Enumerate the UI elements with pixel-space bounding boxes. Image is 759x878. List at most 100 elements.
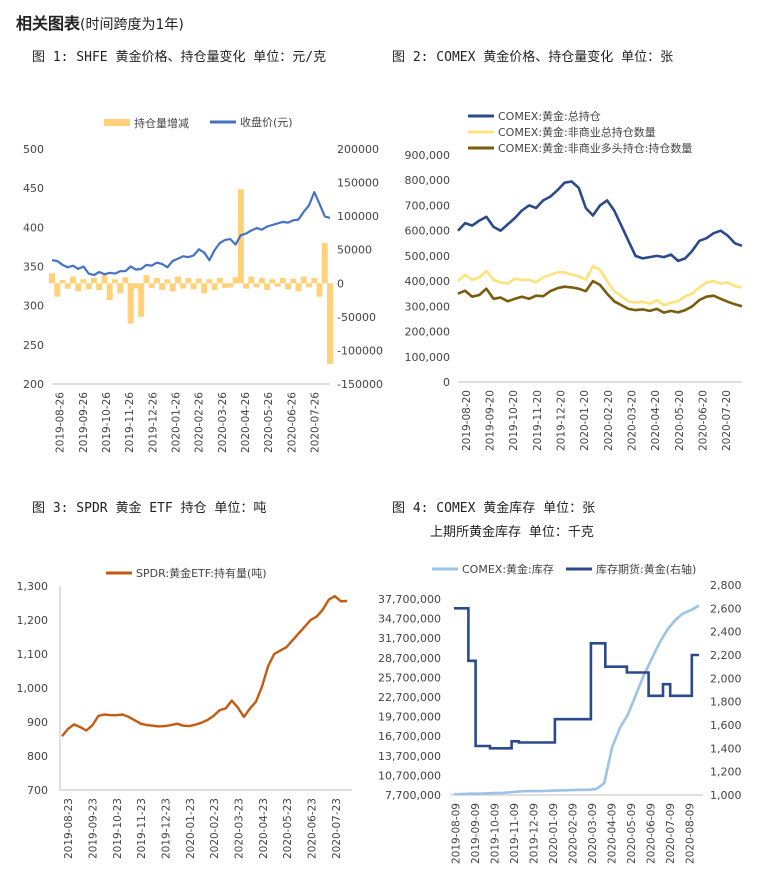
chart1-oi-bar bbox=[321, 243, 328, 284]
chart1-oi-bar bbox=[316, 283, 323, 297]
chart2-x-label: 2020-03-20 bbox=[627, 390, 639, 451]
chart1-x-label: 2020-06-26 bbox=[286, 392, 298, 453]
chart1-oi-bar bbox=[169, 283, 176, 292]
chart4-right-tick: 1,600 bbox=[710, 719, 742, 732]
chart3-x-label: 2020-03-23 bbox=[234, 798, 246, 859]
chart2-y-tick: 300,000 bbox=[405, 300, 451, 313]
chart2-x-label: 2019-08-20 bbox=[461, 390, 473, 451]
chart2-x-label: 2020-06-20 bbox=[698, 390, 710, 451]
chart1-oi-bar bbox=[59, 279, 66, 284]
chart4-left-tick: 10,700,000 bbox=[378, 769, 441, 782]
chart1-x-label: 2019-10-26 bbox=[101, 392, 113, 453]
section-title: 相关图表 bbox=[16, 14, 81, 33]
chart4-right-tick: 2,400 bbox=[710, 626, 742, 639]
chart4-x-label: 2020-02-09 bbox=[568, 803, 580, 864]
chart3-y-tick: 1,100 bbox=[17, 648, 49, 661]
chart3-y-tick: 1,000 bbox=[17, 682, 49, 695]
chart1-oi-bar bbox=[222, 283, 229, 288]
chart1-oi-bar bbox=[295, 283, 302, 292]
chart1-legend-price-label: 收盘价(元) bbox=[240, 115, 293, 129]
chart4-x-label: 2020-01-09 bbox=[548, 803, 560, 864]
chart1-oi-bar bbox=[253, 283, 260, 288]
chart1-oi-bar bbox=[64, 283, 71, 289]
chart1-oi-bar bbox=[269, 279, 276, 284]
chart1-oi-bar bbox=[49, 273, 55, 284]
chart1-right-tick: -100000 bbox=[337, 344, 383, 357]
chart1-x-label: 2020-02-26 bbox=[194, 392, 206, 453]
chart1-right-tick: 200000 bbox=[337, 143, 379, 156]
chart1-x-label: 2020-01-26 bbox=[170, 392, 182, 453]
chart3-caption: 图 3: SPDR 黄金 ETF 持仓 单位：吨 bbox=[32, 501, 267, 516]
chart4-x-label: 2020-03-09 bbox=[587, 803, 599, 864]
chart2-x-label: 2019-11-20 bbox=[532, 390, 544, 451]
chart2-y-tick: 0 bbox=[443, 376, 450, 389]
chart3-series-line bbox=[61, 595, 348, 738]
chart4-right-tick: 1,800 bbox=[710, 696, 742, 709]
chart4-x-label: 2020-08-09 bbox=[684, 803, 696, 864]
chart3-y-tick: 1,300 bbox=[17, 580, 49, 593]
chart4-x-label: 2019-12-09 bbox=[529, 803, 541, 864]
chart4-caption-sub: 上期所黄金库存 单位：千克 bbox=[430, 525, 594, 540]
chart3-x-label: 2020-01-23 bbox=[185, 798, 197, 859]
chart2-x-label: 2020-07-20 bbox=[721, 390, 733, 451]
chart2-y-tick: 700,000 bbox=[405, 199, 451, 212]
chart2-legend-label: COMEX:黄金:非商业多头持仓:持仓数量 bbox=[498, 141, 692, 155]
chart1-oi-bar bbox=[132, 283, 139, 289]
chart3-legend-label: SPDR:黄金ETF:持有量(吨) bbox=[136, 566, 267, 580]
chart1-oi-bar bbox=[232, 277, 239, 284]
chart1-oi-bar bbox=[190, 283, 197, 290]
chart1-legend-oi-swatch bbox=[104, 119, 130, 126]
chart4-x-label: 2020-06-09 bbox=[645, 803, 657, 864]
chart1-oi-bar bbox=[327, 283, 333, 364]
chart4-left-tick: 37,700,000 bbox=[378, 593, 441, 606]
chart1-oi-bar bbox=[206, 279, 213, 284]
chart1-right-tick: 150000 bbox=[337, 177, 379, 190]
chart1-oi-bar bbox=[264, 283, 271, 290]
chart3-x-label: 2020-07-23 bbox=[331, 798, 343, 859]
chart2-y-tick: 600,000 bbox=[405, 225, 451, 238]
chart2-x-label: 2019-09-20 bbox=[485, 390, 497, 451]
chart1-x-label: 2020-05-26 bbox=[263, 392, 275, 453]
chart3-y-tick: 800 bbox=[27, 750, 48, 763]
chart1-oi-bar bbox=[185, 277, 192, 284]
section-subtitle: (时间跨度为1年) bbox=[80, 17, 184, 33]
chart4-x-label: 2020-07-09 bbox=[665, 803, 677, 864]
chart4-right-tick: 1,000 bbox=[710, 789, 742, 802]
chart4-caption: 图 4: COMEX 黄金库存 单位：张 bbox=[392, 501, 596, 516]
chart1-oi-bar bbox=[195, 278, 202, 284]
chart3-x-label: 2019-11-23 bbox=[136, 798, 148, 859]
chart1-oi-bar bbox=[311, 277, 318, 284]
chart1-oi-bar bbox=[96, 283, 103, 290]
chart1-oi-bar bbox=[227, 283, 234, 288]
chart4-left-tick: 28,700,000 bbox=[378, 652, 441, 665]
chart1-oi-bar bbox=[290, 278, 297, 284]
chart3-y-tick: 1,200 bbox=[17, 614, 49, 627]
chart4-left-tick: 34,700,000 bbox=[378, 613, 441, 626]
chart4-legend-shfe-label: 库存期货:黄金(右轴) bbox=[596, 562, 696, 576]
chart1-oi-bar bbox=[122, 277, 129, 284]
chart1-x-label: 2019-12-26 bbox=[147, 392, 159, 453]
chart1-right-tick: 100000 bbox=[337, 210, 379, 223]
chart1-oi-bar bbox=[148, 283, 155, 288]
chart1-left-tick: 400 bbox=[23, 221, 44, 234]
chart4-x-label: 2019-10-09 bbox=[490, 803, 502, 864]
chart1-oi-bar bbox=[85, 283, 92, 290]
chart1-left-tick: 500 bbox=[23, 143, 44, 156]
chart4-right-tick: 1,200 bbox=[710, 766, 742, 779]
chart1-right-tick: 50000 bbox=[337, 244, 372, 257]
chart4-right-tick: 2,000 bbox=[710, 672, 742, 685]
chart4-left-tick: 19,700,000 bbox=[378, 711, 441, 724]
chart2-series-line bbox=[457, 279, 743, 314]
chart2-series-line bbox=[457, 264, 743, 307]
chart1-oi-bar bbox=[279, 277, 286, 284]
chart1-x-label: 2020-04-26 bbox=[240, 392, 252, 453]
chart4-left-tick: 31,700,000 bbox=[378, 632, 441, 645]
chart3-y-tick: 700 bbox=[27, 784, 48, 797]
chart3-x-label: 2020-05-23 bbox=[282, 798, 294, 859]
chart4-left-tick: 16,700,000 bbox=[378, 730, 441, 743]
chart1-left-tick: 350 bbox=[23, 261, 44, 274]
chart3-y-tick: 900 bbox=[27, 716, 48, 729]
chart1-oi-bar bbox=[111, 279, 118, 284]
chart2-y-tick: 500,000 bbox=[405, 250, 451, 263]
